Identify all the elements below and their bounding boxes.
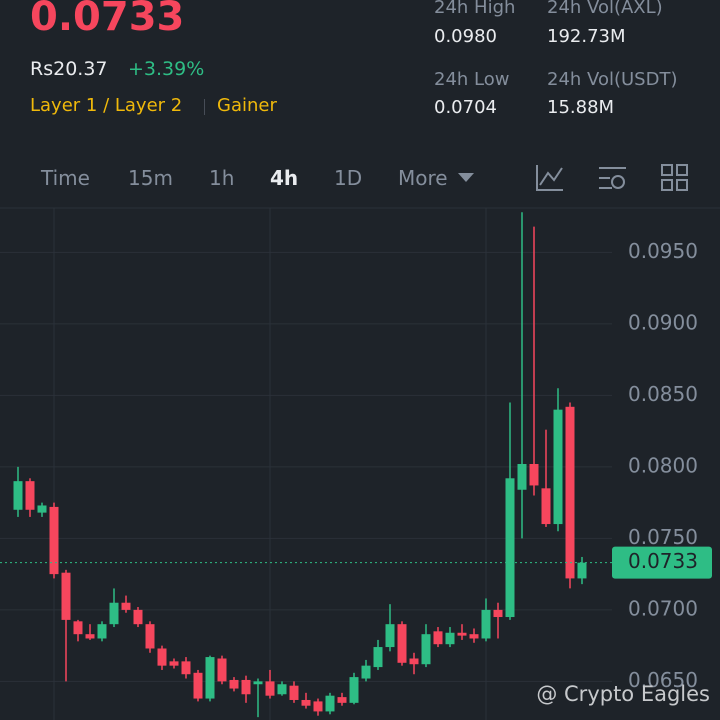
candle-body — [145, 624, 155, 649]
y-tick-label: 0.0700 — [628, 596, 698, 620]
candle-body — [385, 624, 395, 648]
candle-body — [73, 621, 83, 635]
candle-body — [553, 409, 563, 525]
fiat-price: Rs20.37 — [30, 58, 108, 80]
y-tick-label: 0.0950 — [628, 239, 698, 263]
last-price-box — [612, 546, 712, 579]
candle-body — [457, 632, 467, 636]
stat-label: 24h Vol(USDT) — [547, 69, 678, 90]
y-tick-label: 0.0650 — [628, 668, 698, 692]
time-grid — [53, 208, 487, 720]
change: +3.39% — [128, 58, 205, 80]
candle-body — [373, 647, 383, 668]
stat-value: 0.0980 — [434, 26, 497, 47]
dropdown-icon[interactable] — [458, 173, 474, 182]
candle-body — [505, 478, 515, 618]
candle-body — [97, 624, 107, 639]
candle-body — [469, 634, 479, 639]
candle-body — [337, 697, 347, 703]
candle-body — [421, 634, 431, 665]
candle-body — [133, 609, 143, 625]
toolbar-icons[interactable] — [536, 164, 688, 191]
stat-value: 15.88M — [547, 97, 615, 118]
tab[interactable]: Time — [41, 166, 90, 190]
y-tick-label: 0.0800 — [628, 453, 698, 477]
candle-body — [265, 681, 275, 696]
candle-body — [565, 406, 575, 579]
tab[interactable]: 1D — [334, 166, 363, 190]
stat-label: 24h High — [434, 0, 516, 18]
candle-body — [109, 602, 119, 625]
candle-body — [121, 602, 131, 610]
candle-body — [205, 657, 215, 699]
tag[interactable]: Layer 1 / Layer 2 — [30, 95, 183, 116]
tag[interactable]: Gainer — [217, 95, 277, 116]
candle-body — [325, 695, 335, 712]
candle-body — [13, 481, 23, 510]
candle-body — [313, 701, 323, 712]
y-tick-label: 0.0850 — [628, 382, 698, 406]
candle-body — [445, 632, 455, 645]
candle-body — [277, 684, 287, 695]
candle-body — [481, 609, 491, 639]
y-tick-label: 0.0900 — [628, 310, 698, 334]
candle-body — [157, 648, 167, 666]
candle-body — [229, 679, 239, 689]
candle-body — [301, 699, 311, 706]
candle-body — [181, 661, 191, 675]
stat-value: 0.0704 — [434, 97, 497, 118]
stat-label: 24h Low — [434, 69, 510, 90]
candle-body — [517, 464, 527, 490]
candle-body — [349, 677, 359, 703]
candle-body — [217, 658, 227, 682]
watermark: @ Crypto Eagles — [536, 682, 710, 706]
candle-body — [493, 609, 503, 618]
y-tick-label: 0.0750 — [628, 525, 698, 549]
candle-body — [49, 506, 59, 575]
tab[interactable]: 1h — [209, 166, 235, 190]
candle-body — [253, 681, 263, 685]
candle-body — [541, 488, 551, 525]
last-price-label: 0.0733 — [628, 549, 698, 573]
tab[interactable]: 4h — [270, 166, 299, 190]
price: 0.0733 — [30, 0, 185, 40]
stat-value: 192.73M — [547, 26, 626, 47]
candle-body — [577, 562, 587, 579]
stat-label: 24h Vol(AXL) — [547, 0, 663, 18]
candle-body — [37, 505, 47, 513]
candle-body — [289, 685, 299, 700]
candle-body — [241, 679, 251, 695]
tab[interactable]: 15m — [128, 166, 173, 190]
candle-body — [529, 464, 539, 486]
candle-body — [397, 624, 407, 663]
candle-body — [361, 665, 371, 679]
candle-body — [169, 661, 179, 666]
candle-body — [85, 634, 95, 639]
candle-body — [25, 481, 35, 510]
tab[interactable]: More — [398, 166, 448, 190]
divider — [204, 99, 205, 115]
candle-body — [61, 572, 71, 620]
candle-body — [433, 631, 443, 645]
candle-body — [409, 658, 419, 665]
candle-body — [193, 672, 203, 699]
